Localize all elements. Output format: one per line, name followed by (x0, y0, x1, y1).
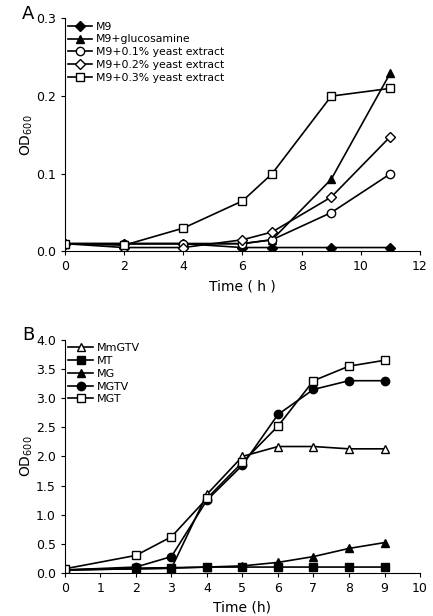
MmGTV (346, 445, 352, 453)
MGT (133, 552, 139, 559)
X-axis label: Time (h): Time (h) (213, 601, 271, 615)
Line: MGT: MGT (61, 356, 389, 573)
MGTV (62, 566, 68, 573)
MG (311, 553, 316, 561)
M9+0.1% yeast extract (269, 236, 275, 243)
Line: M9+glucosamine: M9+glucosamine (61, 68, 394, 248)
MGT (382, 357, 387, 364)
MGT (240, 458, 245, 466)
MGTV (311, 386, 316, 393)
M9+0.3% yeast extract (122, 241, 127, 249)
MT (169, 564, 174, 571)
MGT (169, 533, 174, 540)
M9+0.1% yeast extract (181, 240, 186, 248)
Y-axis label: OD$_{600}$: OD$_{600}$ (18, 114, 35, 156)
MG (204, 564, 210, 571)
M9 (62, 240, 68, 248)
M9 (388, 244, 393, 251)
MmGTV (62, 566, 68, 573)
Text: A: A (23, 4, 35, 23)
MGTV (169, 553, 174, 561)
X-axis label: Time ( h ): Time ( h ) (209, 279, 276, 293)
MGTV (240, 461, 245, 469)
MG (275, 559, 281, 566)
MT (346, 564, 352, 571)
M9+0.3% yeast extract (62, 240, 68, 248)
MG (169, 564, 174, 572)
M9+glucosamine (62, 240, 68, 248)
M9+0.1% yeast extract (329, 209, 334, 216)
MmGTV (133, 565, 139, 572)
MT (62, 566, 68, 573)
MGTV (346, 377, 352, 384)
MGTV (382, 377, 387, 384)
MGT (275, 423, 281, 430)
M9+0.2% yeast extract (269, 229, 275, 236)
Line: M9: M9 (61, 240, 394, 251)
M9+0.2% yeast extract (240, 236, 245, 243)
MT (133, 564, 139, 572)
M9+glucosamine (122, 240, 127, 248)
Y-axis label: OD$_{600}$: OD$_{600}$ (18, 436, 35, 477)
M9+0.3% yeast extract (240, 197, 245, 205)
Line: MGTV: MGTV (61, 376, 389, 574)
M9+0.1% yeast extract (388, 170, 393, 177)
MG (382, 539, 387, 546)
MmGTV (275, 443, 281, 450)
MG (133, 565, 139, 572)
M9+0.1% yeast extract (240, 240, 245, 248)
MGT (204, 495, 210, 502)
MGTV (275, 411, 281, 418)
Line: M9+0.2% yeast extract: M9+0.2% yeast extract (61, 133, 394, 251)
MmGTV (382, 445, 387, 453)
MmGTV (204, 490, 210, 498)
MT (204, 564, 210, 571)
M9+0.1% yeast extract (122, 240, 127, 248)
M9+glucosamine (329, 176, 334, 183)
Legend: MmGTV, MT, MG, MGTV, MGT: MmGTV, MT, MG, MGTV, MGT (67, 342, 142, 405)
M9+0.2% yeast extract (122, 244, 127, 251)
MG (346, 545, 352, 552)
MGT (311, 377, 316, 384)
M9 (329, 244, 334, 251)
M9+glucosamine (181, 240, 186, 248)
Line: MmGTV: MmGTV (61, 442, 389, 574)
M9+0.2% yeast extract (181, 244, 186, 251)
MT (382, 564, 387, 571)
M9+0.3% yeast extract (181, 224, 186, 232)
M9+0.3% yeast extract (329, 92, 334, 100)
MG (62, 566, 68, 573)
M9+glucosamine (240, 240, 245, 248)
M9+0.2% yeast extract (62, 240, 68, 248)
M9 (181, 240, 186, 248)
M9 (240, 244, 245, 251)
MG (240, 562, 245, 570)
MGT (62, 565, 68, 572)
MGTV (133, 564, 139, 571)
M9+0.1% yeast extract (62, 240, 68, 248)
Line: M9+0.3% yeast extract: M9+0.3% yeast extract (61, 84, 394, 249)
Legend: M9, M9+glucosamine, M9+0.1% yeast extract, M9+0.2% yeast extract, M9+0.3% yeast : M9, M9+glucosamine, M9+0.1% yeast extrac… (67, 21, 226, 84)
M9+0.2% yeast extract (329, 193, 334, 201)
M9+0.3% yeast extract (388, 84, 393, 92)
MT (240, 564, 245, 571)
M9 (269, 244, 275, 251)
M9+0.2% yeast extract (388, 133, 393, 140)
Line: M9+0.1% yeast extract: M9+0.1% yeast extract (61, 169, 394, 248)
MmGTV (169, 564, 174, 572)
MGTV (204, 496, 210, 504)
Text: B: B (23, 326, 35, 344)
M9 (122, 240, 127, 248)
M9+glucosamine (388, 69, 393, 76)
MT (311, 564, 316, 571)
Line: MG: MG (61, 538, 389, 574)
M9+0.3% yeast extract (269, 170, 275, 177)
Line: MT: MT (61, 563, 389, 574)
MT (275, 564, 281, 571)
MmGTV (240, 453, 245, 460)
MGT (346, 362, 352, 370)
M9+glucosamine (269, 236, 275, 243)
MmGTV (311, 443, 316, 450)
